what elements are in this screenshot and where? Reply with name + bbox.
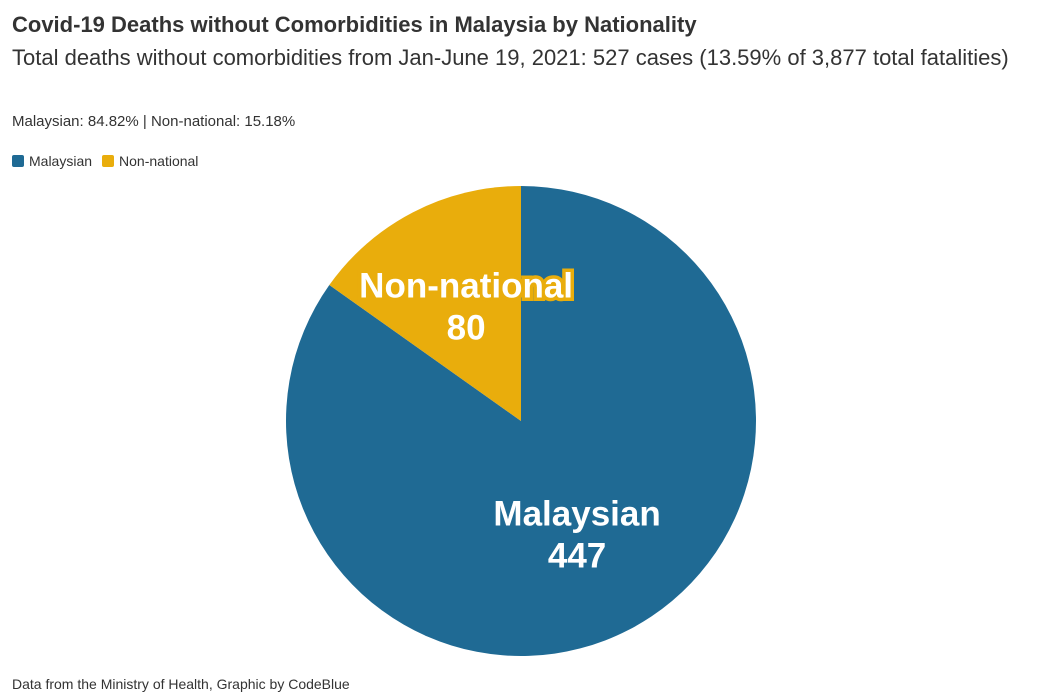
legend-label-malaysian: Malaysian [29,153,93,169]
slice-value-non-national: 80 [447,309,486,348]
legend-item-malaysian[interactable]: Malaysian [12,153,92,169]
legend-label-non-national: Non-national [119,153,199,169]
pie-slices [285,186,756,656]
legend-swatch-non-national [102,155,115,167]
percentage-note: Malaysian: 84.82% | Non-national: 15.18% [12,113,296,130]
slice-label-malaysian: Malaysian [493,495,660,534]
pie-slice-non-national[interactable] [329,186,521,421]
slice-value-malaysian: 447 [548,537,606,576]
slice-label-non-national: Non-national [359,267,573,306]
legend-swatch-malaysian [12,155,24,167]
chart-title: Covid-19 Deaths without Comorbidities in… [12,12,697,37]
chart-legend: Malaysian Non-national [12,153,208,169]
chart-subtitle: Total deaths without comorbidities from … [12,45,1009,70]
legend-item-non-national[interactable]: Non-national [102,153,198,169]
source-credit: Data from the Ministry of Health, Graphi… [12,676,350,692]
